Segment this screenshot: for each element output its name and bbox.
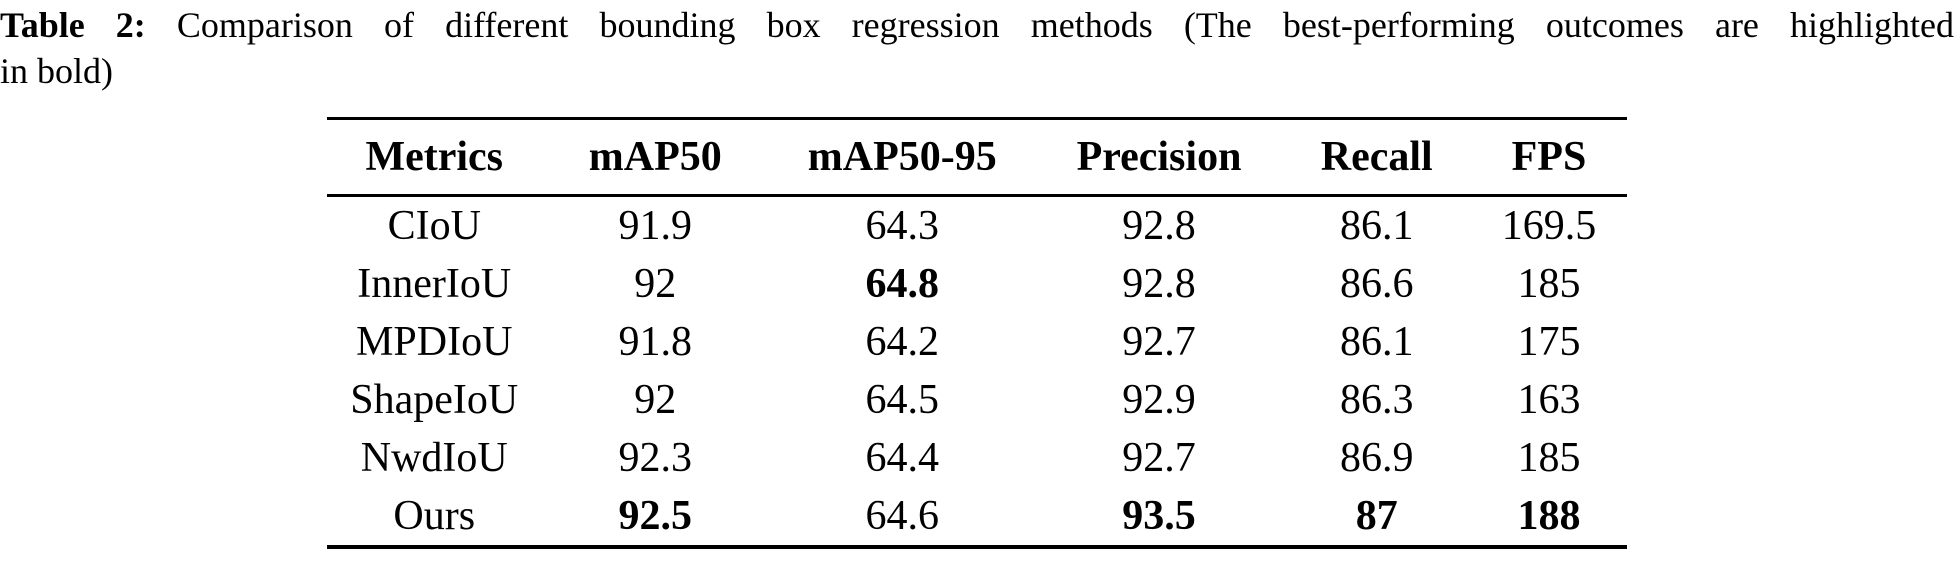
metric-value-cell: 92.7 (1122, 319, 1196, 365)
metric-value-cell: 86.6 (1340, 261, 1414, 307)
metric-value-cell: 64.6 (865, 493, 940, 539)
method-name-cell: Ours (393, 493, 476, 539)
method-name-cell: NwdIoU (360, 435, 508, 481)
metric-value-cell: 64.5 (865, 377, 940, 423)
method-name-cell: ShapeIoU (350, 377, 519, 423)
caption-label: Table 2: (0, 5, 146, 45)
metric-value-cell: 86.1 (1340, 319, 1414, 365)
metric-value-cell: 92.8 (1122, 203, 1196, 249)
metric-value-cell: 64.2 (865, 319, 940, 365)
table-row: ShapeIoU 92 64.5 92.9 86.3 163 (327, 371, 1627, 429)
metric-value-cell: 92 (634, 377, 677, 423)
metric-value-cell: 169.5 (1501, 203, 1597, 249)
metric-value-cell: 92.3 (618, 435, 693, 481)
metric-value-cell: 163 (1517, 377, 1581, 423)
metric-value-cell: 91.9 (618, 203, 693, 249)
caption-line-2: in bold) (0, 51, 113, 91)
metric-value-cell: 86.3 (1340, 377, 1414, 423)
metric-value-cell: 86.1 (1340, 203, 1414, 249)
table-row: InnerIoU 92 64.8 92.8 86.6 185 (327, 255, 1627, 313)
table-header: Metrics mAP50 mAP50-95 Precision Recall FPS (327, 119, 1627, 196)
table-header-row: Metrics mAP50 mAP50-95 Precision Recall FPS (327, 119, 1627, 196)
metric-value-cell: 92.9 (1122, 377, 1196, 423)
results-table: Metrics mAP50 mAP50-95 Precision Recall FPS C… (327, 117, 1627, 549)
column-header: Metrics (365, 134, 504, 180)
column-header: FPS (1511, 134, 1587, 180)
metric-value-cell: 185 (1517, 435, 1581, 481)
column-header: Recall (1320, 134, 1433, 180)
metric-value-cell: 175 (1517, 319, 1581, 365)
metric-value-cell: 91.8 (618, 319, 693, 365)
metric-value-cell: 92.7 (1122, 435, 1196, 481)
column-header: mAP50-95 (807, 134, 997, 180)
table-body: CIoU 91.9 64.3 92.8 86.1 169.5 InnerIoU 92 64.8 9… (327, 196, 1627, 548)
method-name-cell: InnerIoU (357, 261, 512, 307)
metric-value-cell: 64.8 (865, 261, 940, 307)
metric-value-cell: 64.4 (865, 435, 940, 481)
method-name-cell: MPDIoU (356, 319, 513, 365)
column-header: mAP50 (588, 134, 722, 180)
table-row: CIoU 91.9 64.3 92.8 86.1 169.5 (327, 196, 1627, 256)
metric-value-cell: 92 (634, 261, 677, 307)
table-row: MPDIoU 91.8 64.2 92.7 86.1 175 (327, 313, 1627, 371)
metric-value-cell: 92.5 (618, 493, 693, 539)
table-caption: Table 2: Comparison of different boundin… (0, 0, 1954, 94)
metric-value-cell: 64.3 (865, 203, 940, 249)
metric-value-cell: 93.5 (1122, 493, 1196, 539)
table-row: NwdIoU 92.3 64.4 92.7 86.9 185 (327, 429, 1627, 487)
metric-value-cell: 185 (1517, 261, 1581, 307)
metric-value-cell: 86.9 (1340, 435, 1414, 481)
table-row: Ours 92.5 64.6 93.5 87 188 (327, 487, 1627, 547)
method-name-cell: CIoU (387, 203, 481, 249)
metric-value-cell: 87 (1355, 493, 1398, 539)
metric-value-cell: 188 (1517, 493, 1581, 539)
metric-value-cell: 92.8 (1122, 261, 1196, 307)
caption-line-1: Table 2: Comparison of different boundin… (0, 2, 1954, 48)
column-header: Precision (1076, 134, 1242, 180)
caption-text: Comparison of different bounding box reg… (145, 5, 1954, 45)
